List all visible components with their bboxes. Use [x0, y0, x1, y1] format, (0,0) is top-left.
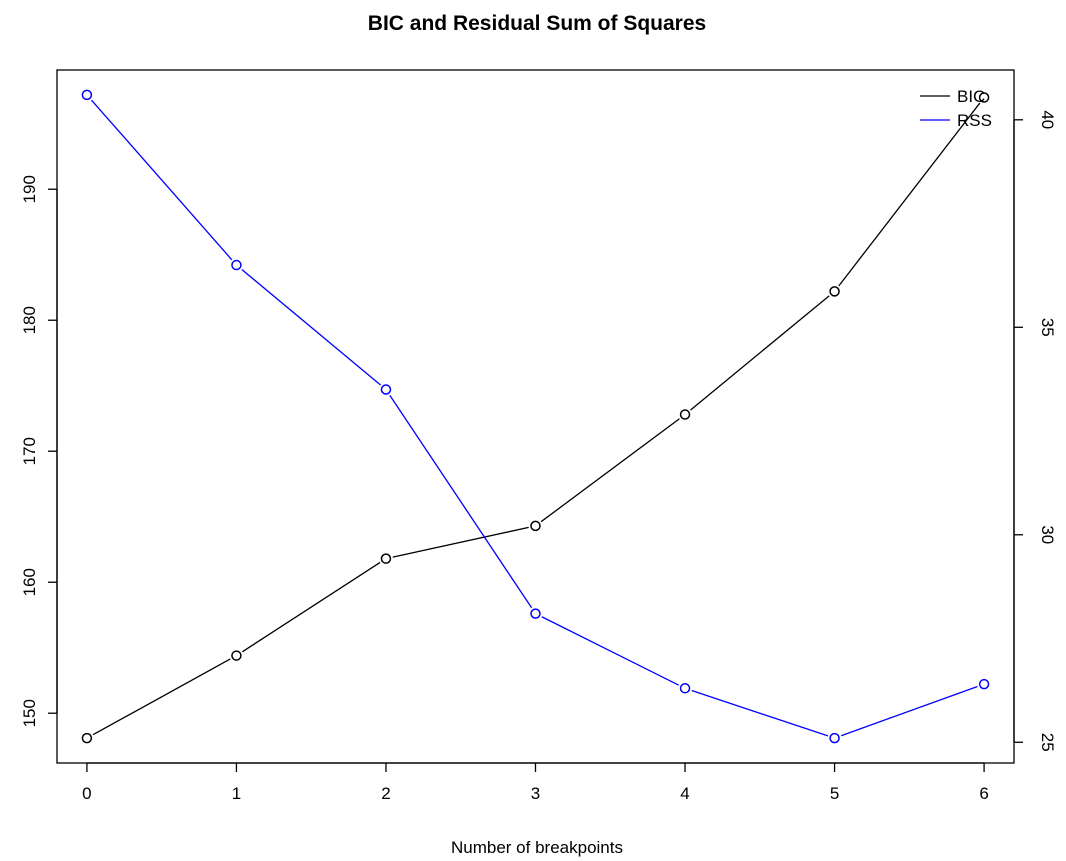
rss-point	[679, 683, 691, 694]
y-right-tick-label: 35	[1038, 318, 1057, 337]
y-axis-left: 150 160 170 180 190	[20, 175, 58, 727]
rss-point	[81, 89, 93, 101]
legend-label-bic: BIC	[957, 87, 985, 106]
bic-line-segment	[92, 658, 231, 736]
rss-point	[530, 608, 541, 619]
x-tick-label: 6	[979, 784, 988, 803]
bic-point	[978, 92, 990, 103]
y-left-tick-label: 180	[20, 306, 39, 334]
y-left-tick-label: 160	[20, 568, 39, 596]
rss-point	[978, 678, 990, 690]
bic-point	[231, 650, 242, 661]
series-layer	[81, 89, 990, 744]
bic-point	[829, 286, 840, 297]
x-tick-label: 0	[82, 784, 91, 803]
bic-point	[679, 409, 691, 420]
chart-title: BIC and Residual Sum of Squares	[368, 12, 706, 35]
bic-line-segment	[690, 295, 830, 411]
rss-line-segment	[241, 269, 382, 386]
x-tick-label: 1	[232, 784, 241, 803]
rss-line-segment	[840, 685, 978, 737]
y-left-tick-label: 170	[20, 437, 39, 465]
x-axis-title: Number of breakpoints	[451, 838, 623, 857]
y-right-tick-label: 25	[1038, 733, 1057, 752]
bic-point	[380, 553, 392, 564]
bic-point	[81, 732, 93, 744]
x-tick-label: 4	[680, 784, 689, 803]
x-tick-label: 2	[381, 784, 390, 803]
bic-line-segment	[540, 418, 680, 523]
rss-line-segment	[691, 689, 829, 737]
rss-point	[829, 732, 840, 744]
y-left-tick-label: 190	[20, 175, 39, 203]
y-axis-right: 25 30 35 40	[1013, 110, 1057, 752]
rss-line-segment	[541, 616, 680, 686]
legend: BIC RSS	[920, 87, 992, 130]
plot-area	[56, 69, 1015, 764]
bic-point	[530, 520, 541, 532]
y-right-tick-label: 40	[1038, 110, 1057, 129]
x-tick-label: 5	[830, 784, 839, 803]
x-axis: 0 1 2 3 4 5 6	[82, 762, 989, 803]
legend-label-rss: RSS	[957, 111, 992, 130]
y-left-tick-label: 150	[20, 699, 39, 727]
bic-series	[81, 92, 990, 744]
rss-point	[380, 384, 392, 395]
bic-line-segment	[392, 526, 529, 558]
x-tick-label: 3	[531, 784, 540, 803]
rss-series	[81, 89, 990, 744]
bic-line-segment	[241, 561, 381, 653]
rss-point	[231, 259, 242, 271]
rss-line-segment	[91, 99, 233, 261]
y-right-tick-label: 30	[1038, 525, 1057, 544]
rss-line-segment	[389, 394, 533, 609]
bic-line-segment	[838, 102, 981, 287]
